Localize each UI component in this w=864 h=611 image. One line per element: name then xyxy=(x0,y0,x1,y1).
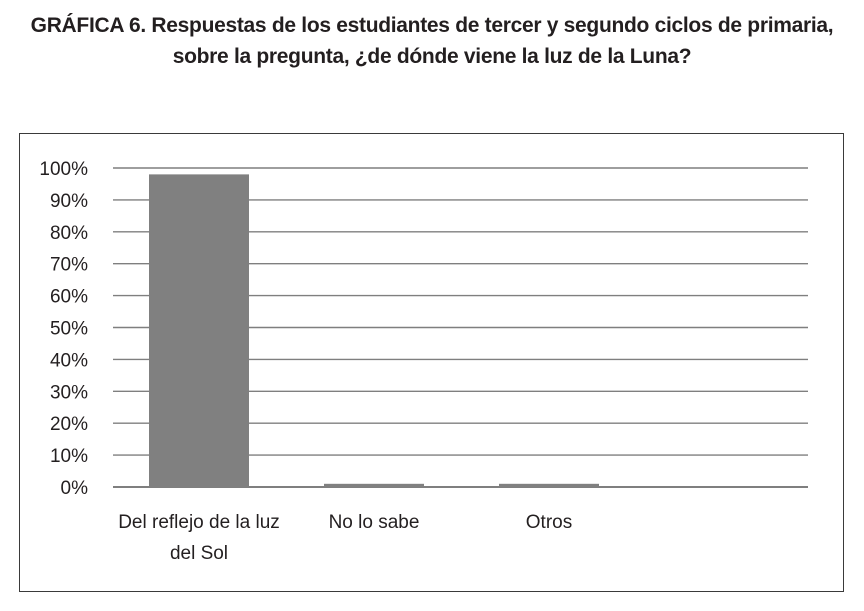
chart-frame xyxy=(19,133,844,592)
bar xyxy=(324,483,424,487)
y-tick-label: 0% xyxy=(61,478,89,499)
bar xyxy=(499,483,599,487)
chart-title: GRÁFICA 6. Respuestas de los estudiantes… xyxy=(0,10,864,72)
y-tick-label: 70% xyxy=(50,255,88,276)
category-label: del Sol xyxy=(170,543,228,564)
category-labels: Del reflejo de la luz del Sol No lo sabe Ot… xyxy=(118,512,572,564)
y-tick-label: 60% xyxy=(50,287,88,308)
y-tick-label: 10% xyxy=(50,446,88,467)
y-tick-label: 100% xyxy=(39,159,88,180)
y-tick-labels: 0% 10% 20% 30% 40% 50% 60% 70% 80% 90% 100% xyxy=(39,159,88,499)
y-tick-label: 40% xyxy=(50,350,88,371)
category-label: No lo sabe xyxy=(329,512,420,533)
category-label: Otros xyxy=(526,512,572,533)
title-line-2: sobre la pregunta, ¿de dónde viene la lu… xyxy=(172,45,692,68)
title-line-1: GRÁFICA 6. Respuestas de los estudiantes… xyxy=(0,10,864,41)
y-tick-label: 90% xyxy=(50,191,88,212)
bars xyxy=(149,174,599,487)
y-tick-label: 20% xyxy=(50,414,88,435)
y-tick-label: 80% xyxy=(50,223,88,244)
title-prefix: GRÁFICA 6. xyxy=(30,14,147,37)
bar xyxy=(149,174,249,487)
title-line-1-text: Respuestas de los estudiantes de tercer … xyxy=(145,14,834,37)
category-label: Del reflejo de la luz xyxy=(118,512,280,533)
y-tick-label: 30% xyxy=(50,382,88,403)
y-tick-label: 50% xyxy=(50,319,88,340)
